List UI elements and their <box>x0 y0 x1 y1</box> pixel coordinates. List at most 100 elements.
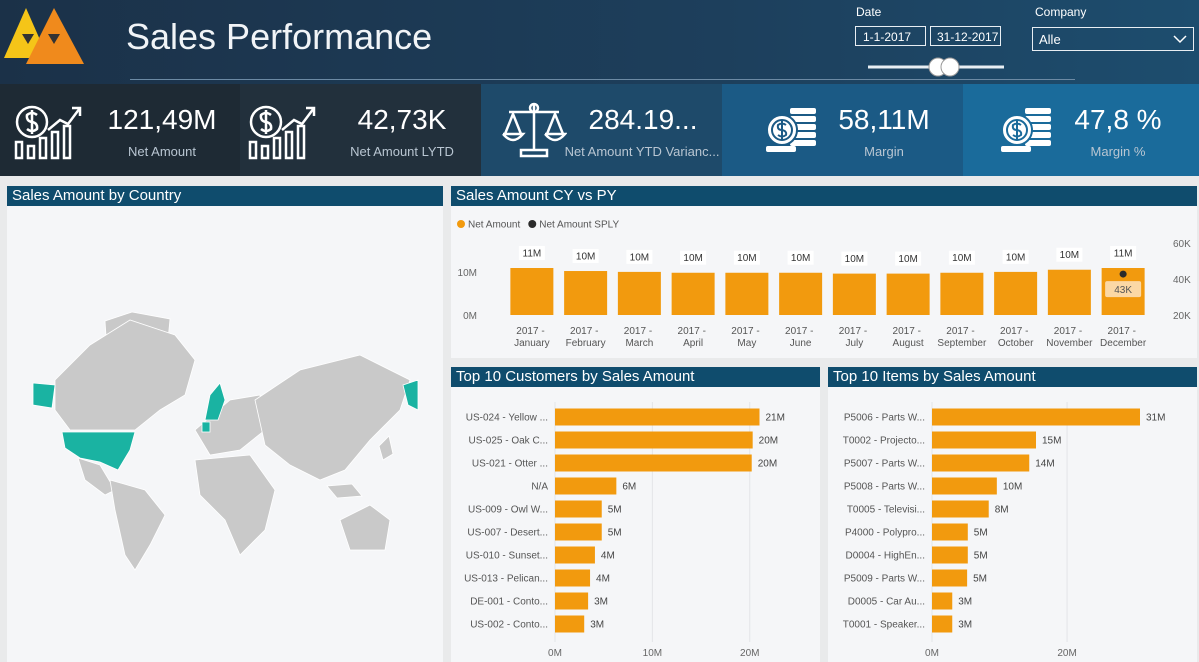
bar <box>994 271 1038 315</box>
data-label: 3M <box>594 597 608 608</box>
bar <box>555 569 591 587</box>
data-label: 4M <box>596 574 610 585</box>
category-label: US-024 - Yellow ... <box>466 413 548 424</box>
map-panel: Sales Amount by Country <box>7 186 443 662</box>
bar <box>555 523 602 541</box>
date-start[interactable]: 1-1-2017 <box>855 26 926 46</box>
data-label: 20M <box>759 436 778 447</box>
data-label: 3M <box>958 620 972 631</box>
data-label-bg <box>518 246 545 261</box>
data-label: 43K <box>1114 285 1132 296</box>
category-label: DE-001 - Conto... <box>470 597 548 608</box>
x-tick-label: 2017 - August <box>893 326 924 349</box>
icon-balance <box>502 102 567 158</box>
kpi-tile: 42,73K Net Amount LYTD <box>240 84 481 176</box>
category-label: US-002 - Conto... <box>470 620 548 631</box>
x-tick-label: 0M <box>548 648 562 659</box>
category-label: US-021 - Otter ... <box>472 459 548 470</box>
kpi-value: 58,11M <box>838 104 930 135</box>
x-tick-label: 2017 - February <box>566 326 606 349</box>
y2-tick-label: 20K <box>1173 311 1191 322</box>
kpi-label: Margin % <box>1090 144 1146 159</box>
data-label: 5M <box>608 528 622 539</box>
data-label: 10M <box>683 253 702 264</box>
bar <box>555 477 617 495</box>
bar <box>555 500 602 518</box>
category-label: P5008 - Parts W... <box>844 482 925 493</box>
combo-panel: Sales Amount CY vs PY 0M 10M 20K 40K 60K Net … <box>451 186 1197 358</box>
bar <box>555 546 595 564</box>
data-label: 10M <box>898 254 917 265</box>
data-label-bg <box>1105 281 1142 298</box>
x-tick-label: 2017 - May <box>731 326 762 349</box>
data-label: 3M <box>958 597 972 608</box>
x-tick-label: 20M <box>740 648 759 659</box>
bar-panel: Top 10 Items by Sales Amount 0M 20M P5006 … <box>828 367 1197 662</box>
bar-chart: 0M 10M 20M US-024 - Yellow ... 21M US-025 - O… <box>464 402 785 659</box>
bar <box>555 454 752 472</box>
category-label: US-010 - Sunset... <box>466 551 548 562</box>
kpi-tile: 121,49M Net Amount <box>0 84 240 176</box>
category-label: D0005 - Car Au... <box>848 597 925 608</box>
company-dropdown[interactable]: Alle <box>1032 27 1194 51</box>
data-label: 8M <box>995 505 1009 516</box>
x-tick-label: 0M <box>925 648 939 659</box>
category-label: US-007 - Desert... <box>467 528 548 539</box>
category-label: N/A <box>531 482 548 493</box>
date-slider[interactable] <box>866 56 1006 78</box>
kpi-value: 284.19... <box>588 104 698 135</box>
data-label-bg <box>948 250 975 265</box>
kpi-tile: 284.19... Net Amount YTD Varianc... <box>481 84 722 176</box>
legend-label: Net Amount SPLY <box>539 220 619 231</box>
data-label-bg <box>895 251 922 266</box>
logo <box>4 8 84 64</box>
data-label: 10M <box>630 252 649 263</box>
data-label: 10M <box>1003 482 1022 493</box>
bar <box>932 546 968 564</box>
category-label: T0001 - Speaker... <box>843 620 925 631</box>
data-label: 31M <box>1146 413 1165 424</box>
world-map[interactable] <box>7 186 443 662</box>
page-title: Sales Performance <box>126 16 433 57</box>
bar <box>555 431 753 449</box>
date-end[interactable]: 31-12-2017 <box>930 26 1001 46</box>
bar <box>932 454 1030 472</box>
line-point <box>1119 270 1127 278</box>
legend-marker <box>528 220 537 228</box>
kpi-value: 47,8 % <box>1074 104 1162 135</box>
data-label: 10M <box>791 253 810 264</box>
data-label: 10M <box>1060 250 1079 261</box>
data-label-bg <box>841 251 868 266</box>
divider <box>130 79 1075 80</box>
data-label: 20M <box>758 459 777 470</box>
category-label: P5009 - Parts W... <box>844 574 925 585</box>
x-tick-label: 2017 - December <box>1100 326 1147 349</box>
data-label: 4M <box>601 551 615 562</box>
category-label: US-009 - Owl W... <box>468 505 548 516</box>
combo-chart: 0M 10M 20K 40K 60K Net Amount Net Amount SPLY 2… <box>457 220 1191 349</box>
bar <box>510 268 554 315</box>
category-label: US-013 - Pelican... <box>464 574 548 585</box>
bar <box>940 272 984 315</box>
data-label: 10M <box>1006 252 1025 263</box>
legend-marker <box>457 220 465 228</box>
x-tick-label: 20M <box>1057 648 1076 659</box>
data-label-bg <box>1002 249 1029 264</box>
data-label: 11M <box>523 249 542 260</box>
data-label-bg <box>1110 246 1137 261</box>
x-tick-label: 2017 - July <box>839 326 870 349</box>
bar <box>725 272 769 315</box>
bar <box>932 500 989 518</box>
kpi-label: Net Amount YTD Varianc... <box>564 144 720 159</box>
panel-title: Sales Amount CY vs PY <box>451 186 1197 206</box>
icon-coins <box>1001 108 1051 152</box>
bar-chart: 0M 20M P5006 - Parts W... 31M T0002 - Projec… <box>843 402 1165 659</box>
y-tick-label: 0M <box>463 311 477 322</box>
y2-tick-label: 40K <box>1173 275 1191 286</box>
data-label: 14M <box>1035 459 1054 470</box>
data-label-bg <box>626 249 653 264</box>
bar <box>617 271 661 315</box>
data-label-bg <box>572 249 599 264</box>
y-tick-label: 10M <box>458 268 477 279</box>
